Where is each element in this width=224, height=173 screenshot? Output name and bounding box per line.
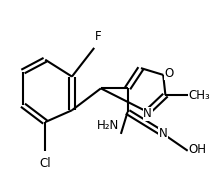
Text: O: O: [164, 67, 174, 80]
Text: N: N: [159, 127, 168, 140]
Text: OH: OH: [189, 143, 207, 156]
Text: Cl: Cl: [39, 157, 51, 170]
Text: H₂N: H₂N: [96, 119, 119, 132]
Text: CH₃: CH₃: [189, 89, 211, 102]
Text: N: N: [143, 107, 152, 120]
Text: F: F: [95, 30, 102, 43]
